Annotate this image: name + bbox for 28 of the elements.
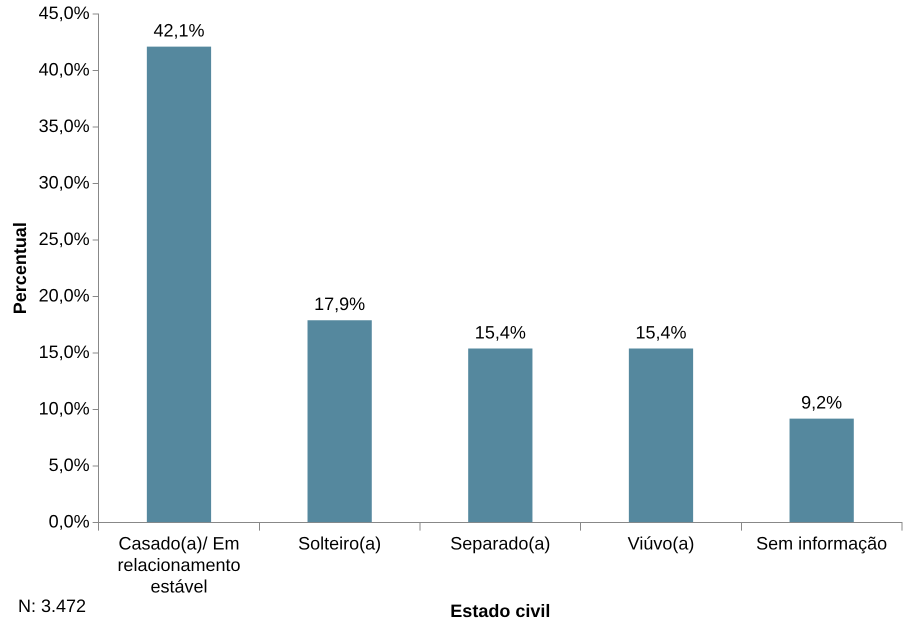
x-tick-label: Sem informação	[756, 533, 888, 554]
x-tick-label: Solteiro(a)	[298, 533, 382, 554]
bar	[468, 348, 532, 522]
data-label: 15,4%	[474, 322, 526, 342]
y-tick-label: 10,0%	[38, 398, 90, 418]
x-tick-label: Casado(a)/ Em relacionamento estável	[117, 533, 241, 597]
bar	[308, 320, 372, 522]
y-tick-label: 5,0%	[48, 455, 90, 476]
x-tick-label: Separado(a)	[450, 533, 550, 554]
y-axis-title: Percentual	[10, 222, 30, 314]
x-tick-label: Viúvo(a)	[628, 533, 694, 554]
y-tick-label: 0,0%	[48, 512, 90, 532]
data-label: 17,9%	[314, 294, 366, 314]
data-label: 42,1%	[153, 20, 204, 41]
y-tick-label: 30,0%	[38, 172, 90, 192]
bar	[790, 418, 854, 522]
bar	[146, 46, 212, 522]
bar	[628, 348, 694, 522]
data-label: 9,2%	[801, 392, 842, 413]
x-axis-title: Estado civil	[450, 601, 550, 622]
y-tick-label: 40,0%	[38, 59, 90, 80]
y-tick-label: 15,0%	[38, 342, 90, 362]
y-tick-label: 45,0%	[38, 2, 90, 23]
text: N: 3.472	[18, 596, 86, 616]
y-tick-label: 35,0%	[38, 116, 90, 136]
data-label: 15,4%	[635, 322, 687, 342]
y-tick-label: 20,0%	[38, 285, 90, 306]
y-tick-label: 25,0%	[38, 228, 90, 249]
